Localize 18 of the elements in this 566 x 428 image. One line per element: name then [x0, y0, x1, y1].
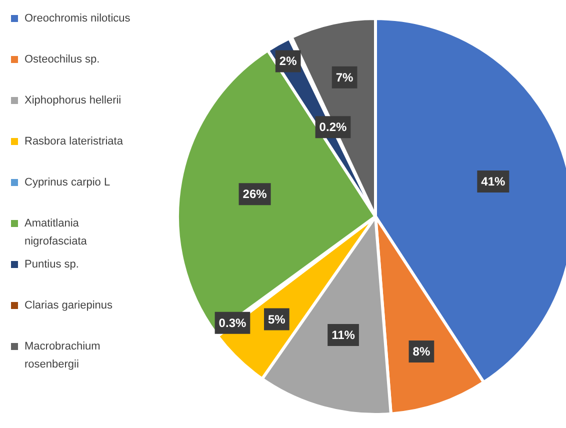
legend-label: Puntius sp. [24, 258, 79, 270]
legend-label: Rasbora lateristriata [24, 136, 124, 148]
legend-label: Clarias gariepinus [24, 300, 114, 312]
data-label: 2% [279, 54, 298, 68]
data-label: 5% [268, 312, 286, 326]
data-label: 8% [412, 344, 430, 358]
legend-label: Amatitlania nigrofasciata [24, 218, 88, 248]
data-label: 11% [332, 328, 356, 342]
legend-label: Osteochilus sp. [24, 54, 100, 66]
legend-label: Macrobrachium rosenbergii [24, 340, 100, 370]
data-label: 0.2% [319, 120, 347, 134]
legend-label: Oreochromis niloticus [24, 12, 131, 24]
legend-label: Cyprinus carpio L [24, 176, 110, 188]
data-label: 41% [481, 174, 506, 188]
data-label: 26% [242, 187, 268, 202]
legend-label: Xiphophorus hellerii [24, 94, 122, 106]
data-label: 0.3% [218, 316, 246, 330]
data-label: 7% [336, 70, 354, 84]
